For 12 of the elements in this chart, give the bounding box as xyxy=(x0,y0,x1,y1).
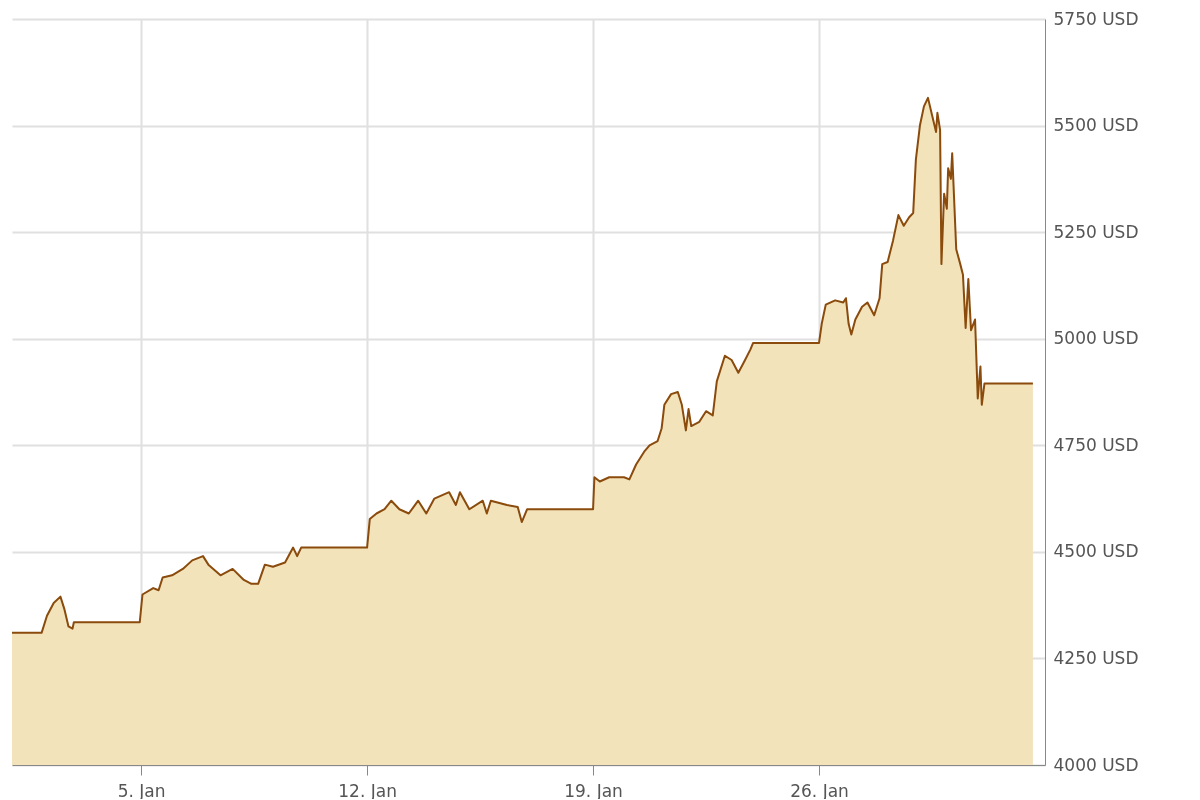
y-tick-label: 4750 USD xyxy=(1053,434,1139,455)
x-tick-label: 5. Jan xyxy=(117,780,166,800)
x-tick-label: 19. Jan xyxy=(564,780,623,800)
y-tick-label: 4500 USD xyxy=(1053,541,1139,562)
y-tick-label: 5000 USD xyxy=(1053,328,1139,349)
x-tick-label: 12. Jan xyxy=(338,780,397,800)
y-tick-label: 5250 USD xyxy=(1053,221,1139,242)
y-tick-label: 4250 USD xyxy=(1053,647,1139,668)
x-tick-label: 26. Jan xyxy=(790,780,849,800)
y-tick-label: 5500 USD xyxy=(1053,115,1139,136)
y-tick-label: 4000 USD xyxy=(1053,754,1139,775)
y-tick-label: 5750 USD xyxy=(1053,8,1139,29)
